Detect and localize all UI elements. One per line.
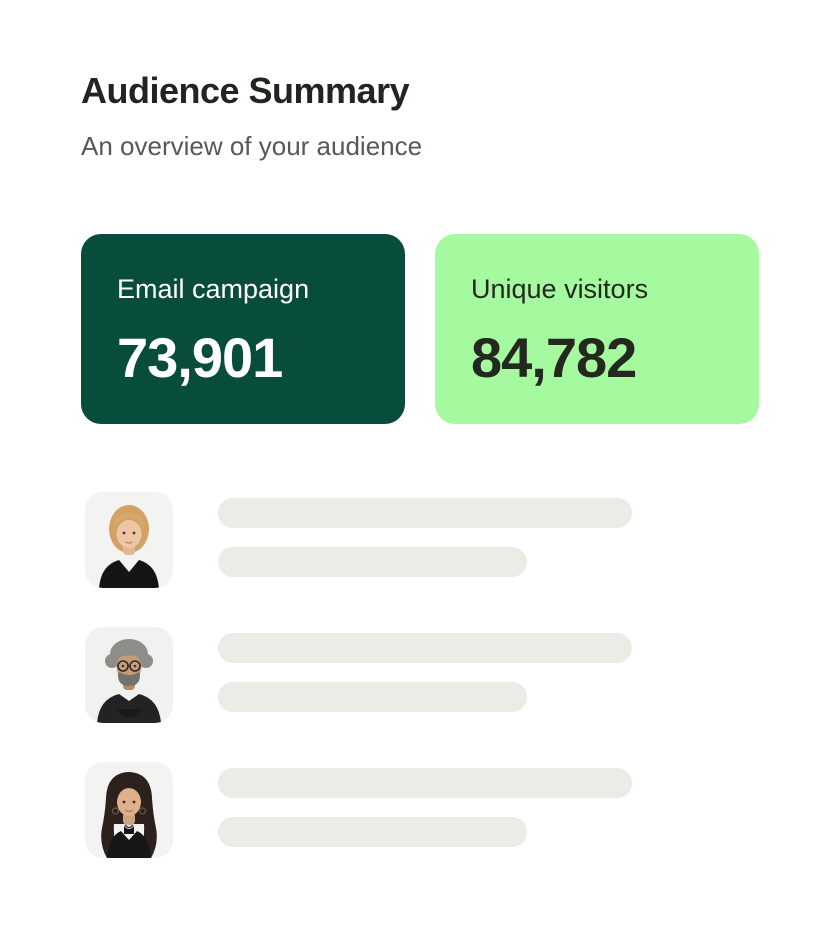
- skeleton-bar-long: [218, 633, 632, 663]
- audience-row: [85, 627, 840, 723]
- placeholder-text-lines: [218, 627, 632, 712]
- placeholder-text-lines: [218, 762, 632, 847]
- stat-card-label: Unique visitors: [471, 274, 649, 304]
- stat-card-value: 73,901: [117, 326, 283, 389]
- audience-row: [85, 492, 840, 588]
- page-title: Audience Summary: [81, 70, 410, 111]
- avatar-man-gray-hair-glasses: [85, 627, 173, 723]
- skeleton-bar-long: [218, 768, 632, 798]
- placeholder-text-lines: [218, 492, 632, 577]
- page-subtitle: An overview of your audience: [81, 131, 423, 161]
- stat-card-value: 84,782: [471, 326, 637, 389]
- skeleton-bar-short: [218, 817, 527, 847]
- avatar-woman-blonde-bob: [85, 492, 173, 588]
- skeleton-bar-long: [218, 498, 632, 528]
- stat-card-unique-visitors: Unique visitors 84,782: [435, 234, 759, 424]
- stat-card-label: Email campaign: [117, 274, 310, 304]
- skeleton-bar-short: [218, 682, 527, 712]
- stat-card-email-campaign: Email campaign 73,901: [81, 234, 405, 424]
- skeleton-bar-short: [218, 547, 527, 577]
- stat-cards: Email campaign 73,901 Unique visitors 84…: [81, 234, 840, 424]
- audience-list: [81, 492, 840, 858]
- audience-summary-page: Audience Summary An overview of your aud…: [81, 70, 840, 858]
- audience-row: [85, 762, 840, 858]
- avatar-woman-long-dark-hair: [85, 762, 173, 858]
